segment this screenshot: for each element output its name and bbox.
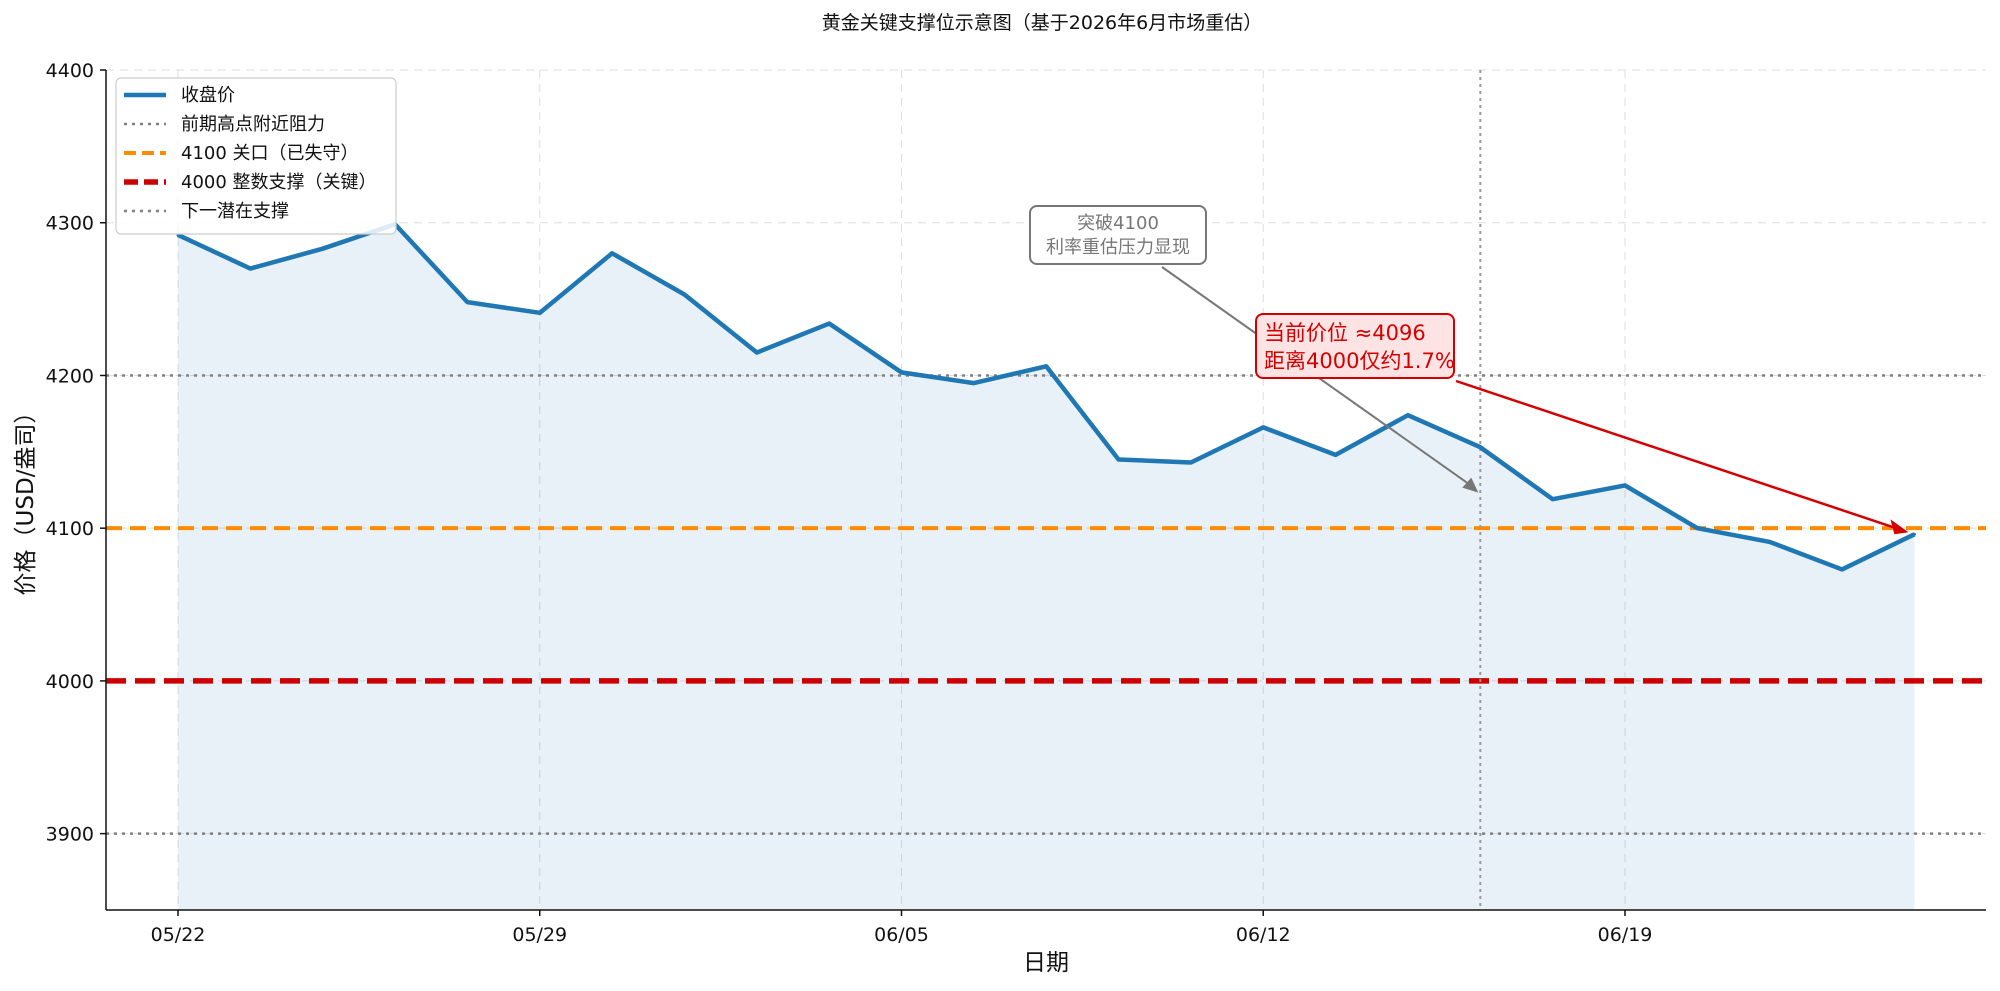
legend-box bbox=[115, 77, 397, 235]
chart-title: 黄金关键支撑位示意图（基于2026年6月市场重估） bbox=[822, 12, 1262, 34]
ticks: 3900 4000 4100 4200 4300 4400 05/22 05/29 06/05 0… bbox=[46, 60, 1653, 946]
data-point bbox=[1334, 453, 1338, 457]
x-tick-label: 06/05 bbox=[874, 924, 929, 946]
legend-label: 4100 关口（已失守） bbox=[181, 143, 359, 164]
y-tick-label: 4400 bbox=[46, 60, 94, 82]
legend-label: 前期高点附近阻力 bbox=[181, 114, 325, 135]
x-tick-label: 06/12 bbox=[1236, 924, 1291, 946]
annotation-arrowhead bbox=[1890, 519, 1909, 535]
axes bbox=[105, 70, 1986, 911]
annotation-text: 当前价位 ≈4096 bbox=[1264, 321, 1426, 345]
data-point bbox=[1478, 445, 1482, 449]
annotation-arrowhead bbox=[1462, 477, 1479, 493]
data-point bbox=[1912, 532, 1916, 536]
annotation-box bbox=[1029, 205, 1207, 265]
reference-lines bbox=[106, 374, 1986, 835]
annotation-text: 利率重估压力显现 bbox=[1046, 237, 1190, 258]
data-point bbox=[1189, 461, 1193, 465]
data-point bbox=[321, 247, 325, 251]
data-point bbox=[1840, 567, 1844, 571]
data-point bbox=[682, 293, 686, 297]
x-tick-label: 05/22 bbox=[151, 924, 206, 946]
annotation-arrow-line bbox=[1455, 379, 1903, 532]
data-point bbox=[1406, 413, 1410, 417]
annotation-text: 突破4100 bbox=[1077, 213, 1159, 234]
data-point bbox=[755, 351, 759, 355]
data-point bbox=[827, 322, 831, 326]
y-tick-label: 4000 bbox=[46, 671, 94, 693]
data-point bbox=[1623, 483, 1627, 487]
data-point bbox=[1261, 425, 1265, 429]
x-tick-label: 05/29 bbox=[512, 924, 567, 946]
y-tick-label: 4100 bbox=[46, 518, 94, 540]
data-point bbox=[1551, 497, 1555, 501]
price-area bbox=[178, 224, 1915, 911]
data-point bbox=[1044, 364, 1048, 368]
annotation-text: 距离4000仅约1.7% bbox=[1264, 349, 1455, 373]
x-tick-label: 06/19 bbox=[1598, 924, 1653, 946]
price-area-fill bbox=[178, 224, 1915, 911]
y-tick-label: 4200 bbox=[46, 365, 94, 387]
y-tick-label: 3900 bbox=[46, 824, 94, 846]
data-point bbox=[465, 300, 469, 304]
legend-label: 4000 整数支撑（关键） bbox=[181, 172, 377, 193]
data-point bbox=[900, 370, 903, 374]
y-tick-label: 4300 bbox=[46, 213, 94, 235]
data-point bbox=[1117, 457, 1121, 461]
legend-label: 下一潜在支撑 bbox=[181, 201, 289, 222]
data-point bbox=[1695, 526, 1699, 530]
data-point bbox=[538, 311, 542, 315]
data-point bbox=[248, 267, 252, 271]
data-point bbox=[972, 381, 976, 385]
data-point bbox=[1768, 540, 1772, 544]
data-point bbox=[610, 251, 614, 255]
x-axis-label: 日期 bbox=[1023, 950, 1069, 976]
legend-label: 收盘价 bbox=[181, 85, 235, 106]
annotation-box bbox=[1255, 313, 1455, 379]
y-axis-label: 价格（USD/盎司） bbox=[13, 401, 39, 596]
